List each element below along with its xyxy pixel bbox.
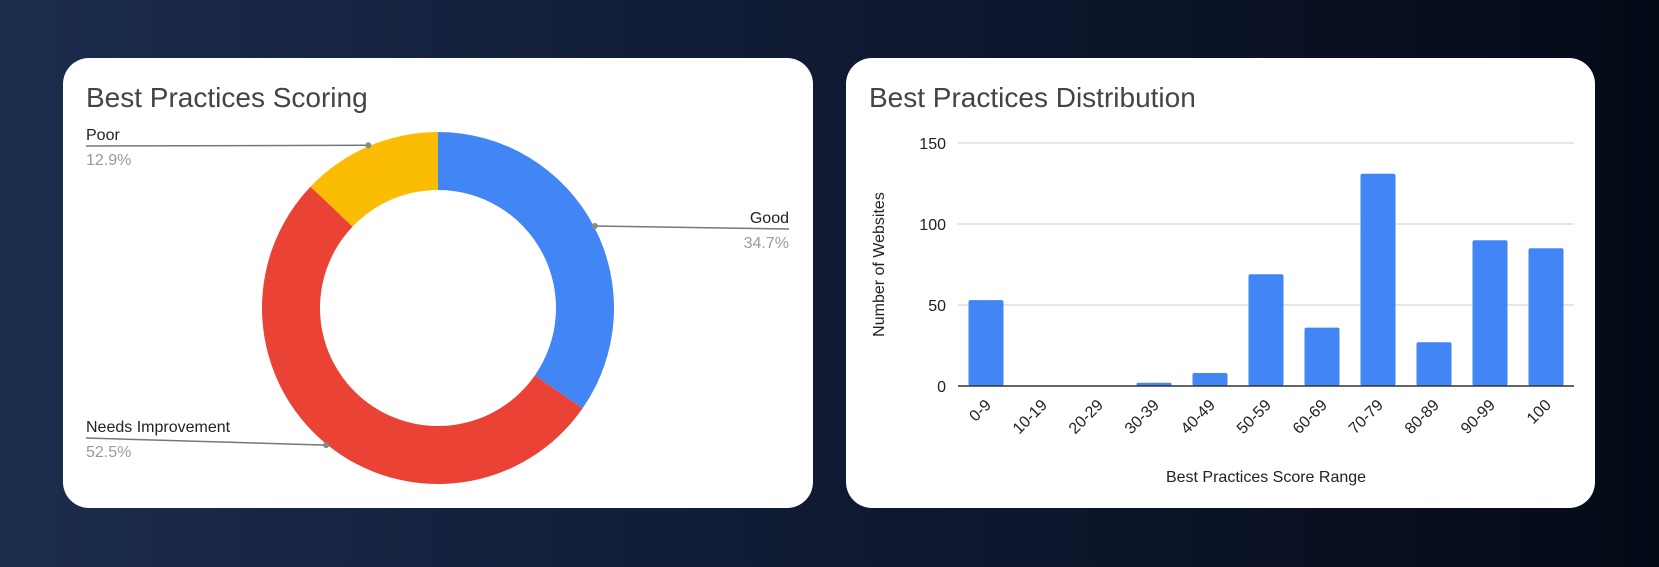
slice-label: Poor bbox=[86, 127, 120, 144]
y-tick-label: 50 bbox=[928, 298, 946, 315]
bar-80-89 bbox=[1416, 342, 1452, 386]
leader-line bbox=[85, 437, 327, 446]
bar-30-39 bbox=[1136, 382, 1172, 386]
bar-90-99 bbox=[1472, 240, 1508, 386]
bar-chart: 0 50 100 150 0-9 10-19 20-29 30-39 40-49 50-59 60-… bbox=[871, 136, 1574, 486]
bar-50-59 bbox=[1248, 274, 1284, 386]
x-tick-label: 0-9 bbox=[966, 397, 994, 425]
x-tick-label: 70-79 bbox=[1346, 397, 1387, 438]
bar-40-49 bbox=[1192, 373, 1228, 386]
y-axis-title: Number of Websites bbox=[871, 192, 888, 337]
donut-title: Best Practices Scoring bbox=[86, 82, 368, 113]
x-tick-label: 50-59 bbox=[1234, 397, 1275, 438]
x-tick-label: 10-19 bbox=[1010, 397, 1051, 438]
slice-percent: 52.5% bbox=[86, 444, 131, 461]
bar-60-69 bbox=[1304, 327, 1340, 386]
x-tick-label: 30-39 bbox=[1122, 397, 1163, 438]
slice-label: Good bbox=[750, 210, 789, 227]
x-tick-label: 40-49 bbox=[1178, 397, 1219, 438]
x-tick-label: 20-29 bbox=[1066, 397, 1107, 438]
scoring-card: Best Practices Scoring Good 34.7% Needs Im… bbox=[63, 58, 813, 508]
y-tick-label: 100 bbox=[919, 217, 946, 234]
slice-percent: 12.9% bbox=[86, 152, 131, 169]
slice-percent: 34.7% bbox=[744, 235, 789, 252]
bar-100 bbox=[1528, 248, 1564, 386]
y-tick-label: 0 bbox=[937, 379, 946, 396]
x-tick-label: 100 bbox=[1524, 397, 1555, 428]
donut-chart: Good 34.7% Needs Improvement 52.5% Poor 12.9% bbox=[85, 127, 790, 485]
x-axis-title: Best Practices Score Range bbox=[1166, 469, 1366, 486]
distribution-card: Best Practices Distribution 0 50 100 150 0-9… bbox=[846, 58, 1595, 508]
leader-dot bbox=[365, 142, 372, 149]
bar-title: Best Practices Distribution bbox=[869, 82, 1196, 113]
donut-slice-poor bbox=[310, 132, 438, 227]
donut-slice-good bbox=[438, 132, 614, 409]
leader-dot bbox=[323, 442, 330, 449]
leader-dot bbox=[591, 222, 598, 229]
leader-line bbox=[594, 225, 790, 230]
x-tick-label: 90-99 bbox=[1458, 397, 1499, 438]
y-tick-label: 150 bbox=[919, 136, 946, 153]
donut-slice-needs-improvement bbox=[261, 186, 583, 485]
x-tick-label: 60-69 bbox=[1290, 397, 1331, 438]
x-tick-label: 80-89 bbox=[1402, 397, 1443, 438]
bar-70-79 bbox=[1360, 173, 1396, 386]
bar-0-9 bbox=[968, 300, 1004, 386]
leader-line bbox=[85, 144, 369, 147]
slice-label: Needs Improvement bbox=[86, 419, 231, 436]
